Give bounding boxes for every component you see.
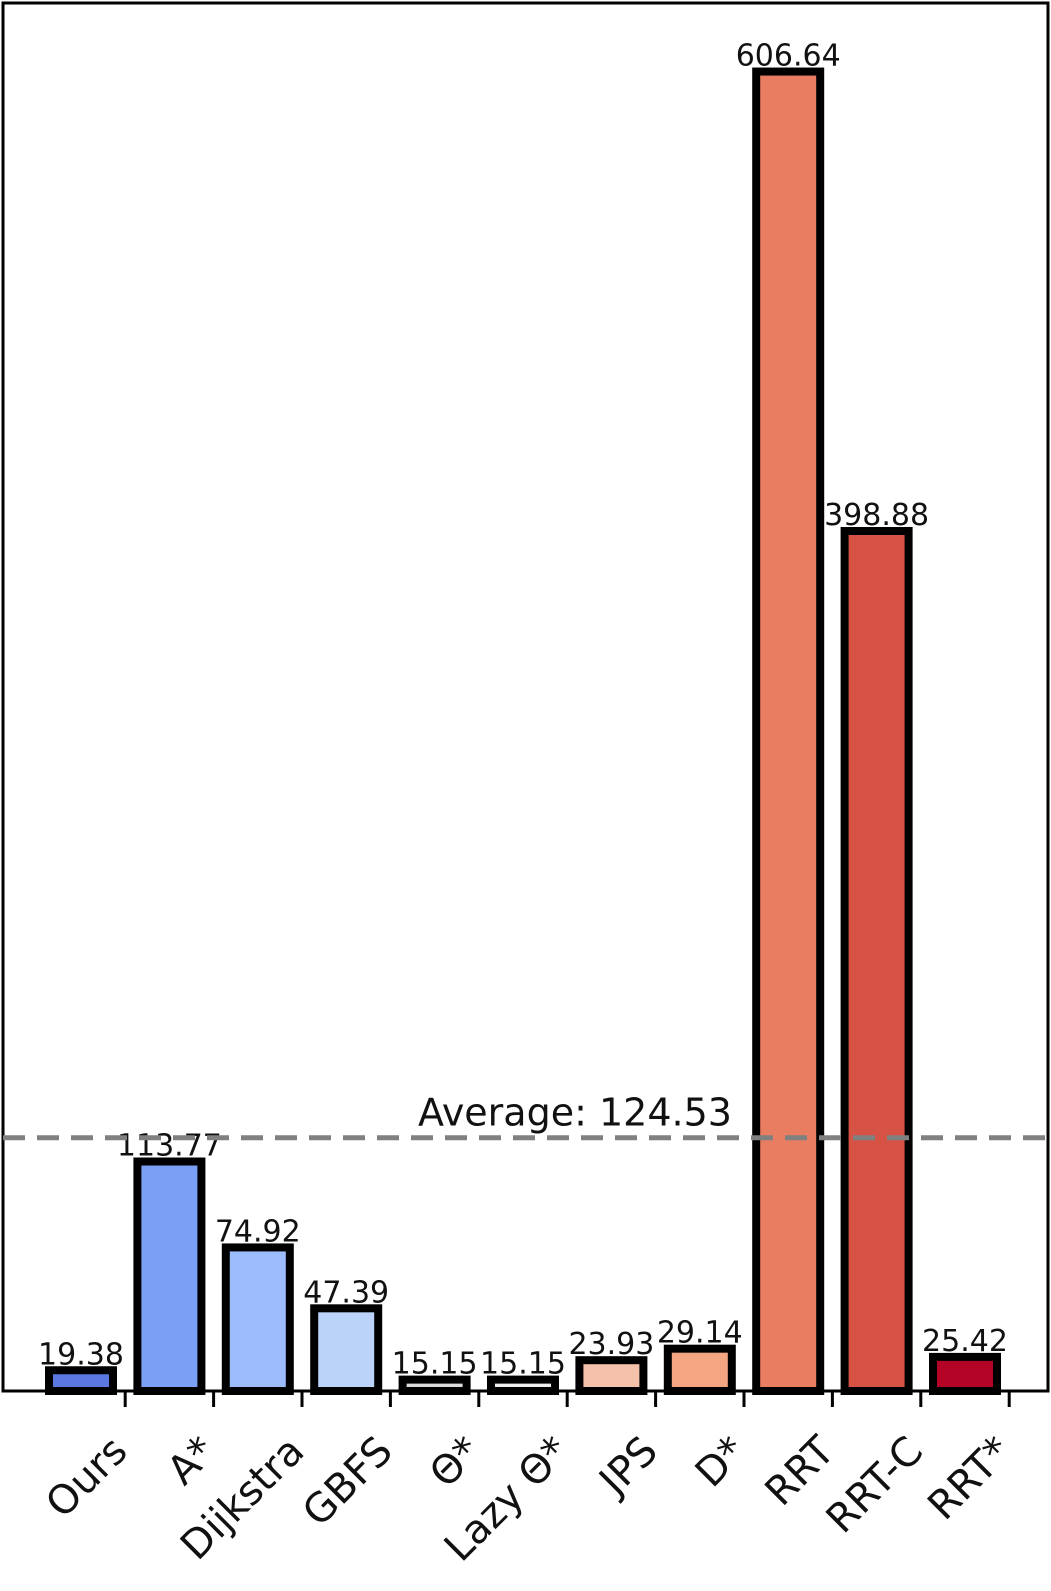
value-label-8: 606.64: [736, 39, 841, 74]
x-tick-label-10: RRT*: [919, 1428, 1020, 1529]
value-label-0: 19.38: [38, 1337, 124, 1372]
value-label-3: 47.39: [303, 1275, 389, 1310]
x-tick-label-4: Θ*: [421, 1428, 490, 1497]
average-label: Average: 124.53: [418, 1091, 732, 1135]
bar-9: [840, 527, 913, 1395]
x-tick-label-0: Ours: [37, 1428, 136, 1527]
bar-3: [310, 1304, 383, 1396]
bar-0: [45, 1366, 117, 1395]
x-tick-label-9: RRT-C: [818, 1428, 932, 1542]
x-tick-label-7: D*: [687, 1428, 755, 1496]
x-tick-label-1: A*: [159, 1428, 225, 1494]
bar-10: [929, 1352, 1001, 1395]
bar-1: [133, 1157, 206, 1395]
value-label-4: 15.15: [392, 1347, 478, 1382]
bar-6: [575, 1356, 648, 1395]
value-label-1: 113.77: [117, 1129, 222, 1164]
x-ticks-layer: [123, 1391, 1011, 1407]
value-label-7: 29.14: [657, 1316, 743, 1351]
bar-4: [398, 1375, 471, 1396]
value-label-5: 15.15: [480, 1347, 566, 1382]
value-label-6: 23.93: [568, 1327, 654, 1362]
x-tick-label-3: GBFS: [294, 1428, 402, 1536]
value-label-2: 74.92: [215, 1214, 301, 1249]
bars-layer: [45, 67, 1001, 1396]
bar-2: [221, 1243, 294, 1396]
value-label-10: 25.42: [922, 1324, 1008, 1359]
bar-7: [663, 1344, 736, 1396]
bar-5: [487, 1375, 559, 1396]
x-tick-label-6: JPS: [589, 1428, 667, 1506]
bar-8: [752, 67, 825, 1396]
average-layer: Average: 124.53: [3, 1091, 1048, 1141]
value-label-9: 398.88: [824, 498, 929, 533]
